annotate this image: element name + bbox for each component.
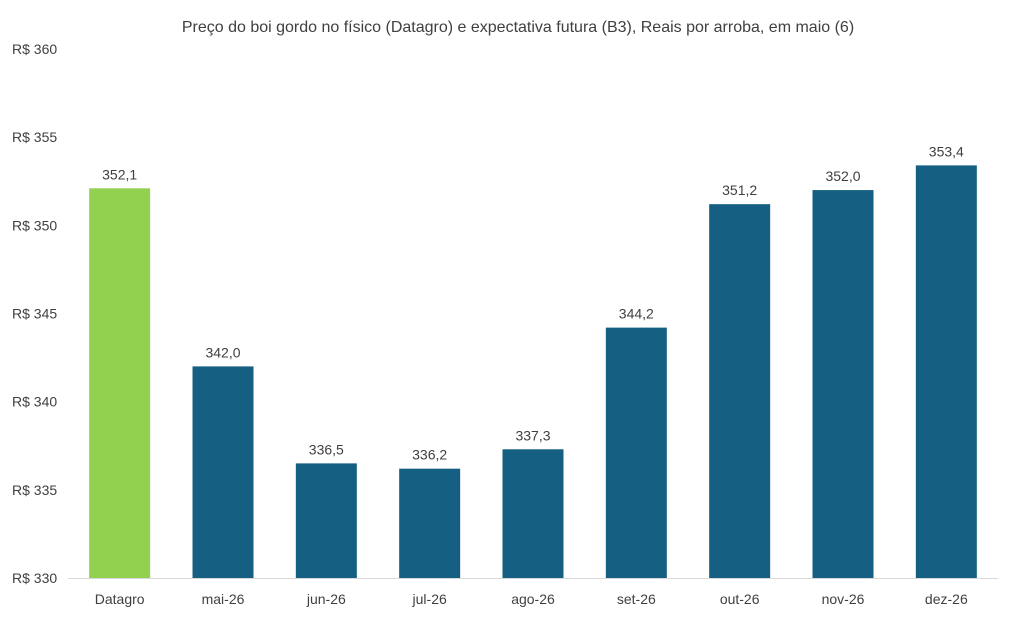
bars-group (89, 165, 977, 579)
bar-dez-26 (915, 165, 977, 578)
x-tick-label: out-26 (720, 591, 760, 607)
y-tick-label: R$ 335 (12, 482, 57, 498)
bar-datagro (89, 188, 151, 578)
y-axis: R$ 330 R$ 335 R$ 340 R$ 345 R$ 350 R$ 355 R$ 3… (12, 41, 57, 586)
data-label: 336,5 (309, 441, 344, 457)
bar-jun-26 (295, 463, 357, 578)
x-axis: Datagro mai-26 jun-26 jul-26 ago-26 set-26 out… (68, 578, 998, 607)
y-tick-label: R$ 340 (12, 394, 57, 410)
x-tick-label: set-26 (617, 591, 656, 607)
chart-title: Preço do boi gordo no físico (Datagro) e… (182, 19, 854, 36)
bar-nov-26 (812, 190, 874, 579)
x-tick-label: jun-26 (306, 591, 346, 607)
data-label: 336,2 (412, 447, 447, 463)
bar-set-26 (605, 327, 667, 578)
x-tick-label: nov-26 (822, 591, 865, 607)
data-label: 352,1 (102, 166, 137, 182)
bar-out-26 (709, 204, 771, 578)
x-tick-label: ago-26 (511, 591, 555, 607)
x-tick-label: mai-26 (202, 591, 245, 607)
x-tick-label: dez-26 (925, 591, 968, 607)
data-label: 352,0 (825, 168, 860, 184)
y-tick-label: R$ 355 (12, 129, 57, 145)
data-label: 342,0 (205, 344, 240, 360)
data-label: 351,2 (722, 182, 757, 198)
data-label: 353,4 (929, 143, 964, 159)
y-tick-label: R$ 360 (12, 41, 57, 57)
y-tick-label: R$ 345 (12, 306, 57, 322)
y-tick-label: R$ 350 (12, 217, 57, 233)
bar-jul-26 (399, 468, 461, 578)
x-tick-label: jul-26 (412, 591, 447, 607)
bar-mai-26 (192, 366, 254, 578)
x-tick-label: Datagro (95, 591, 145, 607)
data-label: 344,2 (619, 306, 654, 322)
bar-ago-26 (502, 449, 564, 578)
y-tick-label: R$ 330 (12, 570, 57, 586)
data-label: 337,3 (515, 427, 550, 443)
data-labels-group: 352,1 342,0 336,5 336,2 337,3 344,2 351,2 352,0… (102, 143, 964, 462)
